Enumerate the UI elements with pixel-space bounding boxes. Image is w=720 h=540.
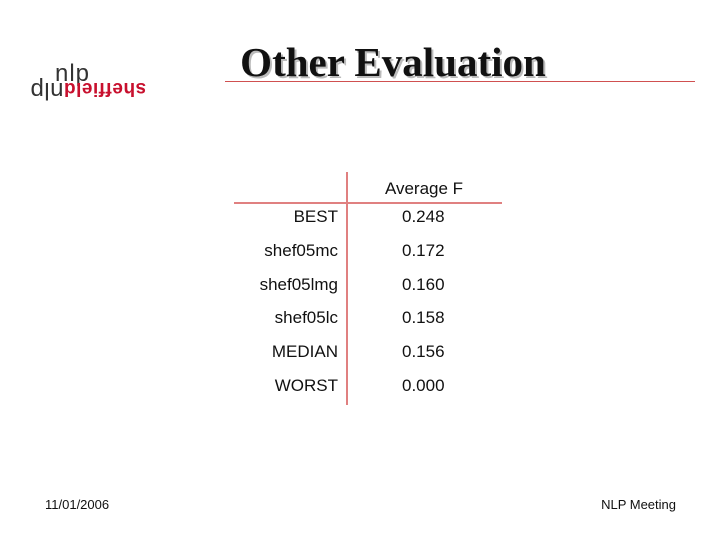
row-label: shef05lc: [274, 308, 338, 328]
slide-title: Other Evaluation: [240, 39, 546, 85]
row-label: MEDIAN: [271, 342, 338, 362]
row-label: shef05lmg: [259, 274, 338, 294]
table-vertical-rule: [346, 172, 348, 405]
column-header: Average F: [384, 179, 464, 198]
cell-value: 0.000: [402, 376, 445, 395]
cell-value: 0.172: [402, 240, 445, 260]
logo-suffix: nlp: [30, 77, 64, 104]
table-horizontal-rule: [234, 202, 502, 204]
logo-rotated: sheffieldnlp: [30, 76, 146, 104]
cell-value: 0.248: [402, 207, 445, 226]
cell-value: 0.160: [402, 274, 445, 294]
row-label: WORST: [274, 376, 338, 395]
row-label: shef05mc: [264, 240, 338, 260]
logo-text: nlp: [55, 60, 91, 87]
cell-value: 0.156: [402, 342, 445, 362]
footer-date: 11/01/2006: [45, 497, 110, 512]
title-rule: [225, 81, 695, 82]
cell-value: 0.158: [402, 308, 445, 328]
footer-text: NLP Meeting: [601, 497, 676, 512]
row-label: BEST: [293, 207, 338, 226]
logo-brand: sheffield: [63, 78, 147, 99]
